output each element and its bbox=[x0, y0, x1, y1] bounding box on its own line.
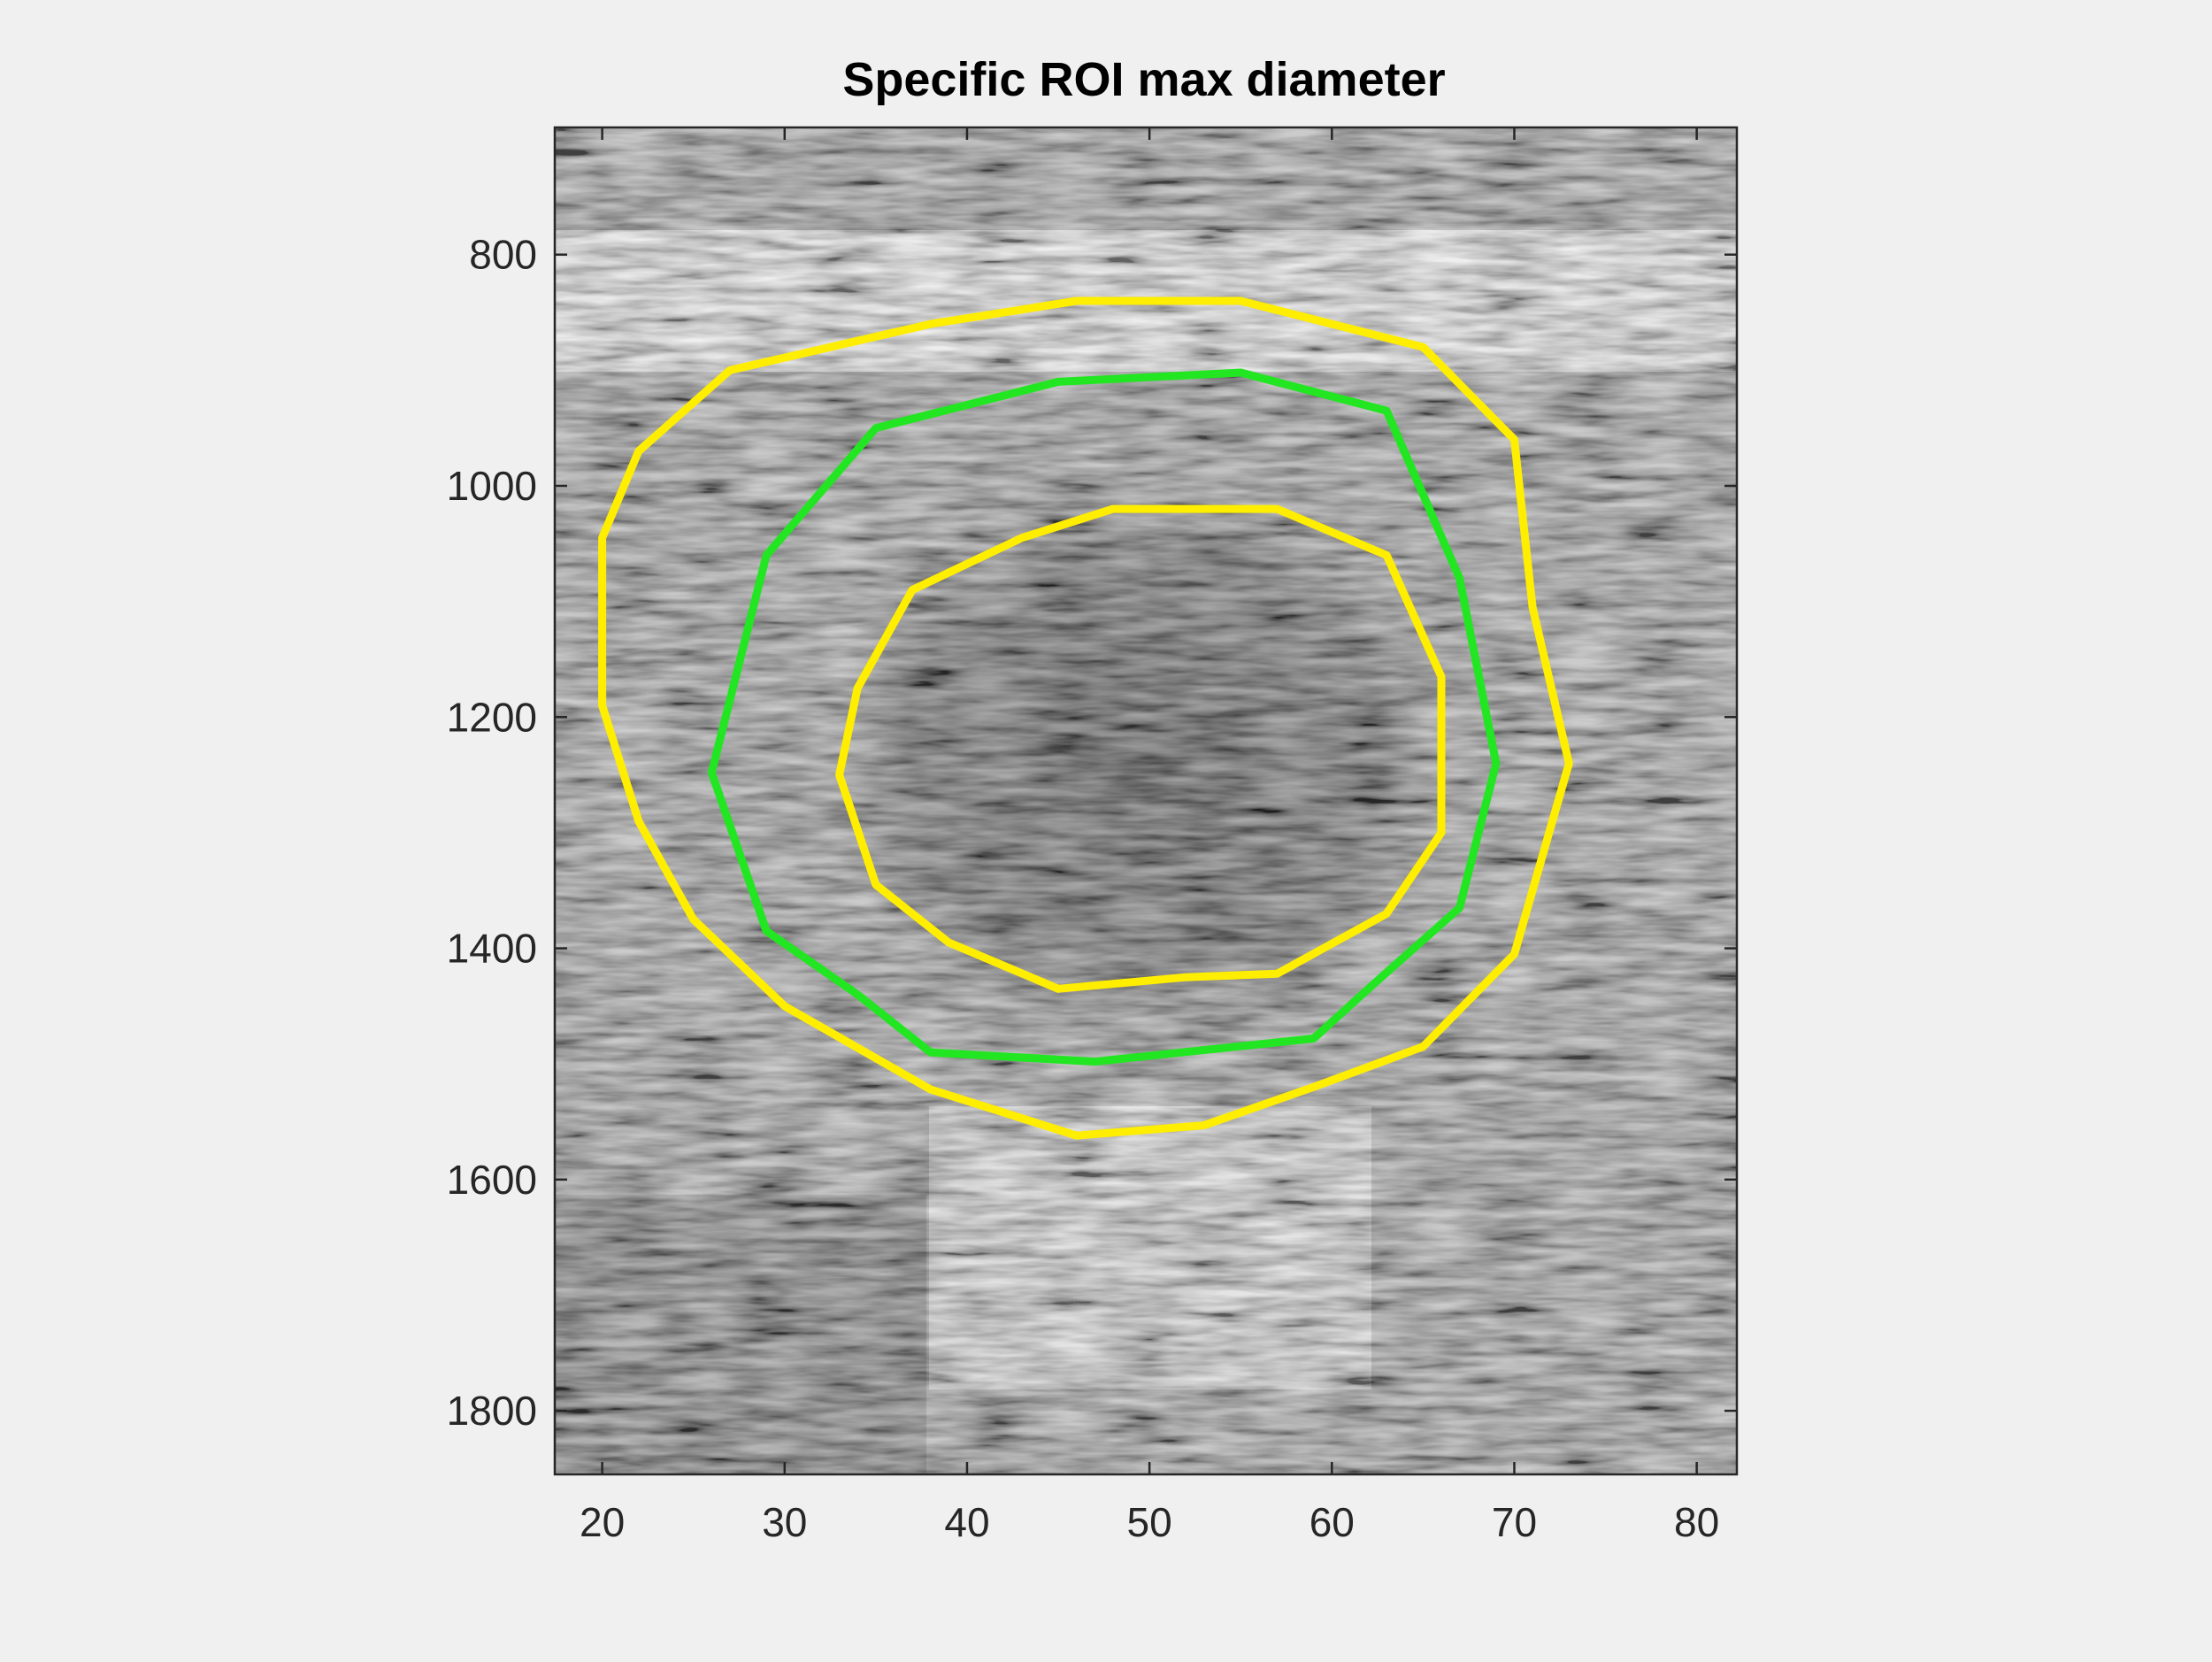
y-axis: 800 1000 1200 1400 1600 1800 bbox=[447, 232, 1737, 1434]
y-tick-label: 1800 bbox=[447, 1388, 537, 1434]
y-tick-label: 1600 bbox=[447, 1157, 537, 1203]
x-tick-label: 40 bbox=[944, 1499, 989, 1545]
inner-roi-contour bbox=[835, 504, 1446, 993]
speckle-texture bbox=[555, 127, 1737, 1474]
x-tick-label: 70 bbox=[1492, 1499, 1537, 1545]
x-tick-label: 60 bbox=[1310, 1499, 1355, 1545]
x-tick-label: 20 bbox=[580, 1499, 625, 1545]
x-tick-label: 50 bbox=[1127, 1499, 1172, 1545]
outer-roi-contour bbox=[598, 296, 1573, 1140]
y-tick-label: 800 bbox=[469, 232, 537, 278]
plot-area bbox=[555, 127, 1737, 1474]
axes-box bbox=[553, 126, 1739, 1476]
chart-title: Specific ROI max diameter bbox=[842, 53, 1445, 106]
roi-contours bbox=[598, 296, 1573, 1140]
y-tick-label: 1200 bbox=[447, 694, 537, 740]
x-tick-label: 30 bbox=[762, 1499, 807, 1545]
x-tick-label: 80 bbox=[1674, 1499, 1719, 1545]
middle-roi-contour bbox=[707, 368, 1501, 1066]
x-axis: 20 30 40 50 60 70 80 bbox=[580, 127, 1719, 1545]
y-tick-label: 1000 bbox=[447, 463, 537, 509]
y-tick-label: 1400 bbox=[447, 926, 537, 972]
